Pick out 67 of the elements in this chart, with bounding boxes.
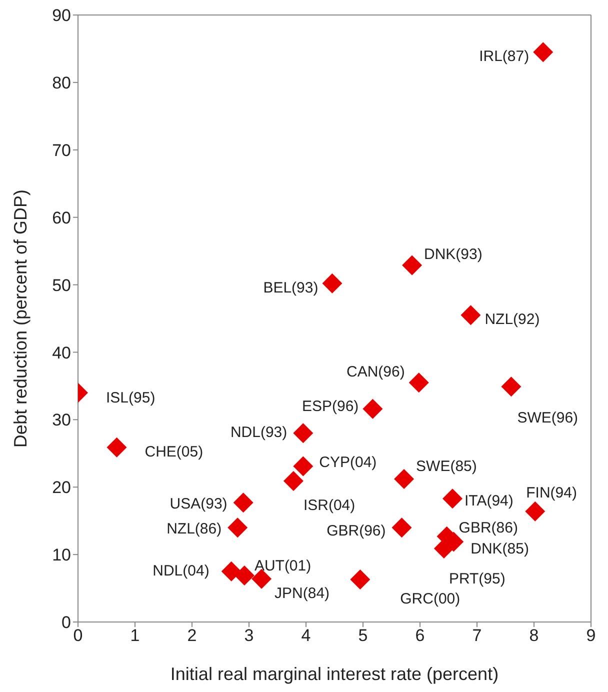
point [293,423,314,444]
annotation: CHE(05) [144,443,204,460]
annotation: NDL(93) [230,424,288,442]
point [394,469,414,490]
point [525,501,546,522]
x-tick-label: 1 [130,626,140,646]
point [460,305,481,326]
x-axis-title: Initial real marginal interest rate (percent) [170,664,499,684]
annotation: ESP(96) [302,398,359,415]
annotation: ISR(04) [303,497,356,514]
annotation: USA(93) [170,496,228,513]
point [228,518,248,538]
point [442,488,462,509]
x-tick-label: 5 [358,626,368,646]
y-tick-label: 20 [52,478,71,498]
y-tick-label: 90 [52,6,71,26]
point [402,255,422,276]
annotation: ITA(94) [464,492,514,510]
y-tick-label: 10 [52,546,71,565]
y-axis-title: Debt reduction (percent of GDP) [10,189,30,448]
y-tick-label: 70 [52,140,71,160]
y-tick-label: 30 [52,410,71,430]
annotation: NDL(04) [152,562,210,580]
annotation: NZL(86) [166,520,222,538]
annotation: SWE(85) [416,458,477,475]
annotation: JPN(84) [274,584,330,602]
annotation: FIN(94) [526,484,577,502]
x-tick-label: 2 [187,626,197,646]
annotation: GBR(86) [458,519,518,536]
x-tick-label: 6 [415,626,425,646]
point [350,570,370,590]
annotation: SWE(96) [517,410,578,427]
annotation: IRL(87) [479,48,530,66]
y-tick-label: 0 [62,613,71,632]
y-tick-label: 80 [52,73,71,92]
annotation: AUT(01) [254,557,312,574]
point [233,492,254,513]
y-tick-label: 60 [52,208,71,228]
annotation: PRT(95) [448,570,506,588]
point [392,518,412,538]
point [283,471,304,492]
x-tick-label: 0 [73,626,83,646]
annotation: DNK(85) [470,540,529,558]
point [408,372,429,393]
point [501,376,522,397]
point [221,561,242,582]
x-tick-label: 3 [244,626,254,646]
x-tick-label: 4 [301,626,311,646]
point [533,42,554,62]
point [234,565,254,586]
point [322,273,342,294]
annotation: BEL(93) [263,279,318,296]
annotation: CAN(96) [346,364,405,381]
annotation: ISL(95) [106,390,156,407]
annotation: GRC(00) [400,590,460,608]
y-tick-label: 40 [52,343,71,362]
y-tick-label: 50 [52,276,71,295]
x-tick-label: 7 [472,626,482,646]
point [362,398,383,419]
annotation: CYP(04) [319,454,377,472]
annotation: DNK(93) [424,246,482,264]
point [293,456,314,476]
annotation: NZL(92) [484,311,540,328]
point [106,437,127,458]
annotation: GBR(96) [326,522,386,540]
x-tick-label: 9 [586,626,596,646]
x-tick-label: 8 [529,626,539,646]
